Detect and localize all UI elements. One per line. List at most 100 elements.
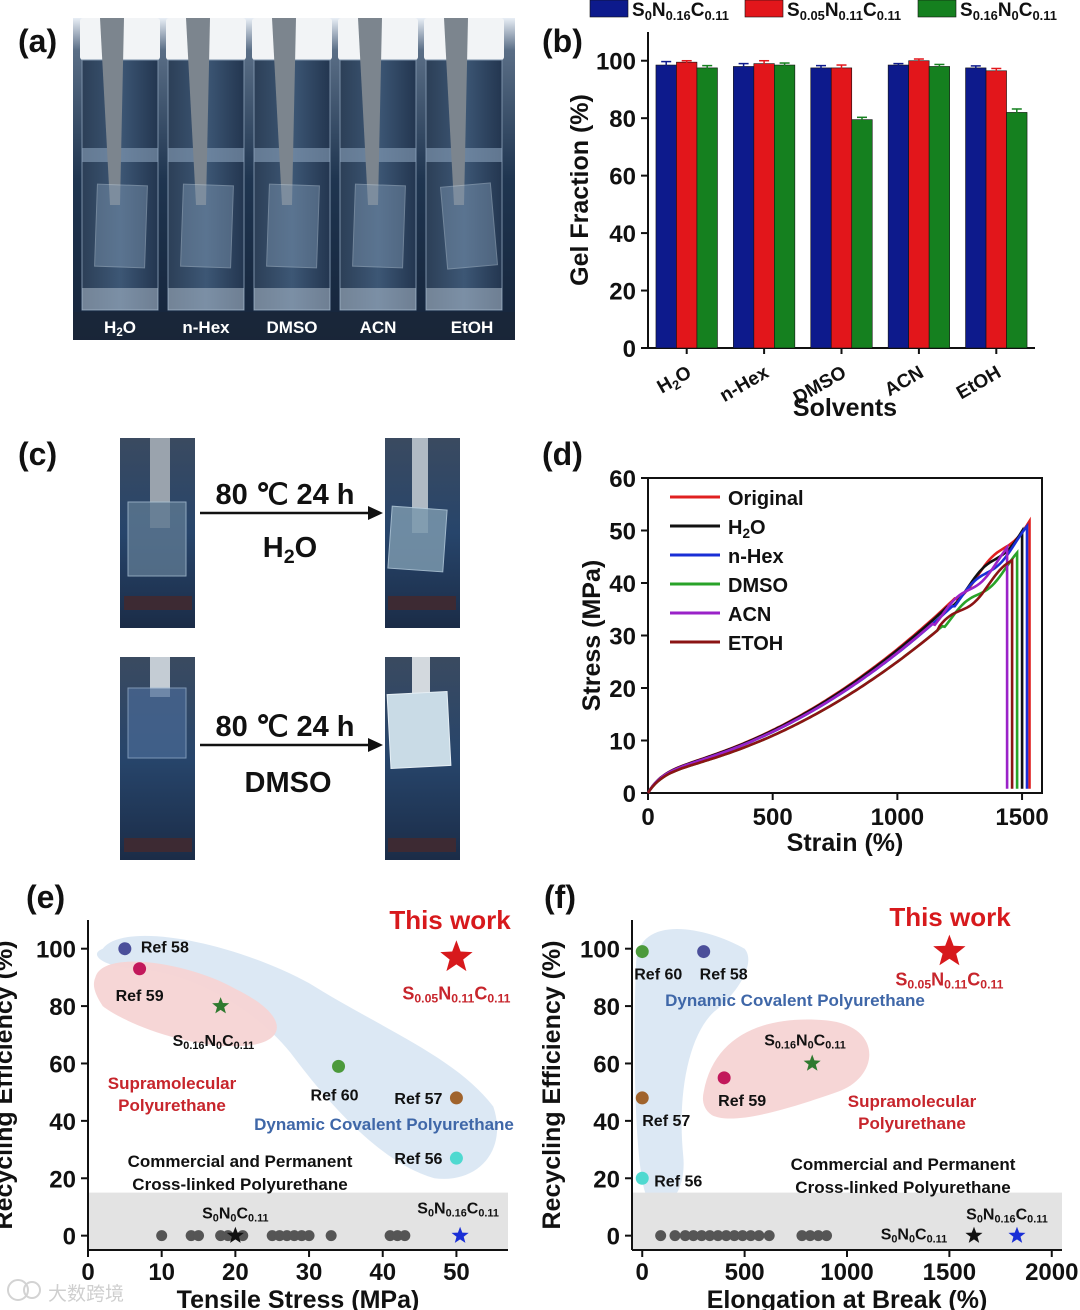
vial-label: n-Hex [182,318,230,337]
vial-bottom [82,288,158,310]
this-work-star [933,934,966,966]
commercial-label-2: Cross-linked Polyurethane [132,1175,347,1194]
supramolecular-label-2: Polyurethane [858,1114,966,1133]
x-tick-label: 0 [81,1259,94,1286]
condition-top: 80 ℃ 24 h [216,479,355,511]
y-tick-label: 20 [609,676,636,703]
commercial-point [720,1230,732,1242]
x-tick-label: 1500 [923,1259,976,1286]
curve [646,558,1014,794]
legend-label: S0N0.16C0.11 [632,0,729,23]
vial-bottom [168,288,244,310]
this-work-label: This work [889,902,1011,932]
bar [810,67,832,349]
curve [646,526,1024,794]
legend-label: Original [728,488,804,510]
condition-bottom: 80 ℃ 24 h [216,711,355,743]
bar [733,66,755,349]
dynamic-covalent-label: Dynamic Covalent Polyurethane [254,1115,514,1134]
y-axis-label: Gel Fraction (%) [566,94,594,286]
commercial-label-1: Commercial and Permanent [791,1155,1016,1174]
commercial-point [655,1230,667,1242]
watermark: 大数跨境 [48,1283,124,1305]
polymer-film [266,183,320,269]
region-commercial [88,1192,508,1250]
panel-c-arrow-top [200,506,383,520]
x-tick-label: 1000 [820,1259,873,1286]
y-axis-label: Recycling Efficiency (%) [538,941,566,1230]
y-tick-label: 0 [623,336,636,363]
point-label: Ref 58 [141,940,189,957]
legend-label: DMSO [728,575,788,597]
y-axis-label: Recycling Efficiency (%) [0,941,18,1230]
point-label: S0.16N0C0.11 [764,1032,846,1051]
vial-label: ACN [360,318,397,337]
data-point [449,1091,463,1105]
y-tick-label: 80 [609,106,636,133]
point-label: S0N0C0.11 [881,1227,948,1246]
supramolecular-label-1: Supramolecular [108,1074,237,1093]
y-tick-label: 30 [609,624,636,651]
photo-before-dmso [120,657,195,860]
y-tick-label: 40 [49,1109,76,1136]
panel-c-photos [120,438,460,860]
point-label: Ref 60 [311,1087,359,1104]
panel-a-photo: H2O n-Hex DMSO ACN EtOH [73,18,515,340]
photo-after-h2o [385,438,460,628]
watermark-logo-icon [7,1279,41,1301]
y-tick-label: 60 [609,164,636,191]
x-axis-label: Strain (%) [787,829,904,857]
photo-before-h2o [120,438,195,628]
polymer-film [94,183,148,269]
commercial-label-2: Cross-linked Polyurethane [795,1178,1010,1197]
solvent-bottom-label: DMSO [245,767,332,799]
vial-label: EtOH [451,318,494,337]
x-tick-label: EtOH [953,362,1005,404]
data-point [717,1071,731,1085]
point-label: Ref 56 [654,1173,702,1190]
region-supramolecular [93,961,277,1047]
region-dynamic-covalent [634,928,749,1205]
vial-label: H2O [104,318,136,339]
vial-label: DMSO [267,318,318,337]
commercial-point [704,1230,716,1242]
data-point [332,1059,346,1073]
commercial-point [325,1230,337,1242]
x-tick-label: H2O [654,362,696,399]
commercial-point [399,1230,411,1242]
y-tick-label: 80 [593,994,620,1021]
bar [908,60,930,349]
legend-swatch [917,0,957,18]
bar [753,63,775,349]
commercial-point [156,1230,168,1242]
data-point-star [226,1226,244,1243]
data-point [697,945,711,959]
commercial-point [193,1230,205,1242]
y-tick-label: 0 [63,1224,76,1251]
data-point-star [451,1226,469,1243]
y-tick-label: 60 [593,1051,620,1078]
bar [965,67,987,349]
commercial-point [753,1230,765,1242]
point-label: S0N0C0.11 [202,1206,268,1225]
this-work-label: This work [389,905,511,935]
bar [774,64,796,349]
data-point [118,942,132,956]
x-tick-label: 40 [369,1259,396,1286]
panel-label-e: (e) [26,879,65,915]
point-label: Ref 60 [634,967,682,984]
point-label: Ref 59 [718,1093,766,1110]
commercial-point [763,1230,775,1242]
x-tick-label: 500 [753,804,793,831]
x-tick-label: 10 [148,1259,175,1286]
x-tick-label: 0 [636,1259,649,1286]
data-point [449,1151,463,1165]
vial-bottom [426,288,502,310]
commercial-point [812,1230,824,1242]
bar [887,64,909,349]
y-tick-label: 100 [596,49,636,76]
panel-label-c: (c) [18,436,57,472]
